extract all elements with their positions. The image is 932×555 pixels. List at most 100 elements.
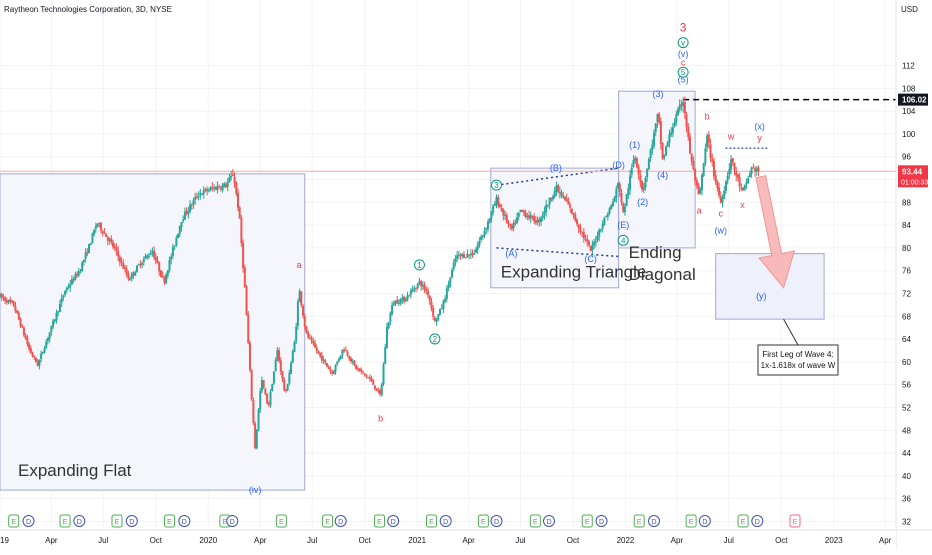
candle-body bbox=[476, 245, 479, 250]
candle-body bbox=[351, 361, 354, 363]
candle-body bbox=[91, 233, 94, 244]
candle-body bbox=[115, 247, 118, 251]
candle-body bbox=[339, 355, 342, 359]
earnings-marker bbox=[581, 514, 593, 528]
event-marker-label: E bbox=[279, 519, 284, 526]
candle-body bbox=[207, 190, 210, 192]
candle-body bbox=[598, 229, 601, 237]
candle-body bbox=[622, 203, 625, 212]
candle-body bbox=[730, 159, 733, 170]
event-marker-label: D bbox=[494, 519, 499, 526]
time-tick-label: Apr bbox=[671, 536, 684, 545]
time-axis: 2019 Apr Jul Oct 2020 Apr Jul Oct 2021 Apr Jul Oct 2… bbox=[0, 529, 932, 550]
candle-body bbox=[235, 182, 238, 194]
candle-body bbox=[454, 258, 457, 263]
candle-body bbox=[213, 187, 216, 189]
candle-body bbox=[168, 260, 171, 271]
candle-body bbox=[411, 289, 414, 292]
candle-body bbox=[288, 373, 291, 384]
candle-body bbox=[67, 286, 70, 288]
candle-body bbox=[329, 369, 332, 372]
candle-body bbox=[694, 168, 697, 181]
candle-body bbox=[137, 264, 140, 266]
candle-body bbox=[665, 146, 668, 156]
candle-body bbox=[125, 269, 128, 275]
wave-label-circle bbox=[491, 179, 503, 191]
event-marker-label: D bbox=[755, 519, 760, 526]
ending-diagonal-label-2: Diagonal bbox=[629, 265, 696, 284]
candle-body bbox=[754, 168, 757, 172]
triangle-upper-trendline bbox=[496, 167, 619, 186]
candle-body bbox=[421, 285, 424, 287]
dividend-marker bbox=[334, 515, 347, 527]
price-tick-label: 96 bbox=[902, 153, 911, 162]
candle-body bbox=[427, 290, 430, 296]
candle-body bbox=[310, 338, 313, 341]
candle-body bbox=[231, 174, 234, 177]
trend-lines-layer bbox=[0, 98, 896, 258]
candle-body bbox=[692, 160, 695, 170]
candle-body bbox=[363, 373, 366, 375]
candle-body bbox=[81, 262, 84, 271]
candle-body bbox=[382, 364, 385, 385]
event-marker-label: E bbox=[481, 519, 486, 526]
event-marker-label: D bbox=[599, 519, 604, 526]
time-tick-label: Apr bbox=[45, 536, 58, 545]
candle-body bbox=[522, 210, 525, 213]
candle-body bbox=[379, 390, 382, 395]
price-tick-label: 84 bbox=[902, 221, 911, 230]
candle-body bbox=[548, 197, 551, 205]
price-tick-label: 68 bbox=[902, 312, 911, 321]
event-marker-label: E bbox=[585, 519, 590, 526]
dividend-marker bbox=[22, 515, 35, 527]
candle-body bbox=[281, 371, 284, 379]
candle-body bbox=[593, 241, 596, 246]
candle-body bbox=[748, 173, 751, 177]
candle-body bbox=[613, 196, 616, 202]
price-tick-label: 72 bbox=[902, 289, 911, 298]
candle-body bbox=[279, 360, 282, 372]
candle-body bbox=[276, 349, 279, 361]
candle-body bbox=[127, 273, 130, 280]
candle-body bbox=[469, 253, 472, 255]
candle-body bbox=[300, 291, 303, 305]
candle-body bbox=[0, 294, 1, 298]
candle-body bbox=[110, 238, 113, 242]
candle-body bbox=[76, 274, 79, 276]
candle-body bbox=[627, 188, 630, 195]
candle-body bbox=[118, 256, 121, 263]
last-price-label: 93.44 bbox=[902, 167, 923, 176]
earnings-marker bbox=[477, 514, 489, 528]
candle-body bbox=[77, 271, 80, 276]
candle-body bbox=[594, 240, 597, 243]
candle-body bbox=[223, 183, 226, 187]
candle-body bbox=[216, 186, 219, 191]
candle-body bbox=[194, 196, 197, 200]
wave-label: (4) bbox=[657, 170, 668, 180]
earnings-marker bbox=[529, 514, 541, 528]
candle-body bbox=[129, 279, 132, 281]
candle-body bbox=[82, 259, 85, 263]
candle-body bbox=[117, 250, 120, 257]
wave-label: 3 bbox=[494, 181, 499, 190]
candle-body bbox=[105, 233, 108, 237]
time-tick-label: Apr bbox=[254, 536, 267, 545]
candle-body bbox=[209, 187, 212, 191]
candle-body bbox=[707, 134, 710, 144]
candle-body bbox=[685, 114, 688, 128]
candle-body bbox=[647, 158, 650, 170]
candle-body bbox=[569, 205, 572, 208]
candle-body bbox=[372, 380, 375, 385]
candle-body bbox=[19, 318, 22, 327]
candle-body bbox=[259, 390, 262, 410]
wave-label: (1) bbox=[629, 140, 640, 150]
candle-body bbox=[55, 312, 58, 321]
candle-body bbox=[605, 216, 608, 218]
expanding-triangle-label: Expanding Triangle bbox=[501, 263, 647, 282]
candle-body bbox=[485, 228, 488, 231]
candle-body bbox=[48, 332, 51, 339]
candle-body bbox=[10, 301, 13, 303]
candle-body bbox=[180, 222, 183, 228]
